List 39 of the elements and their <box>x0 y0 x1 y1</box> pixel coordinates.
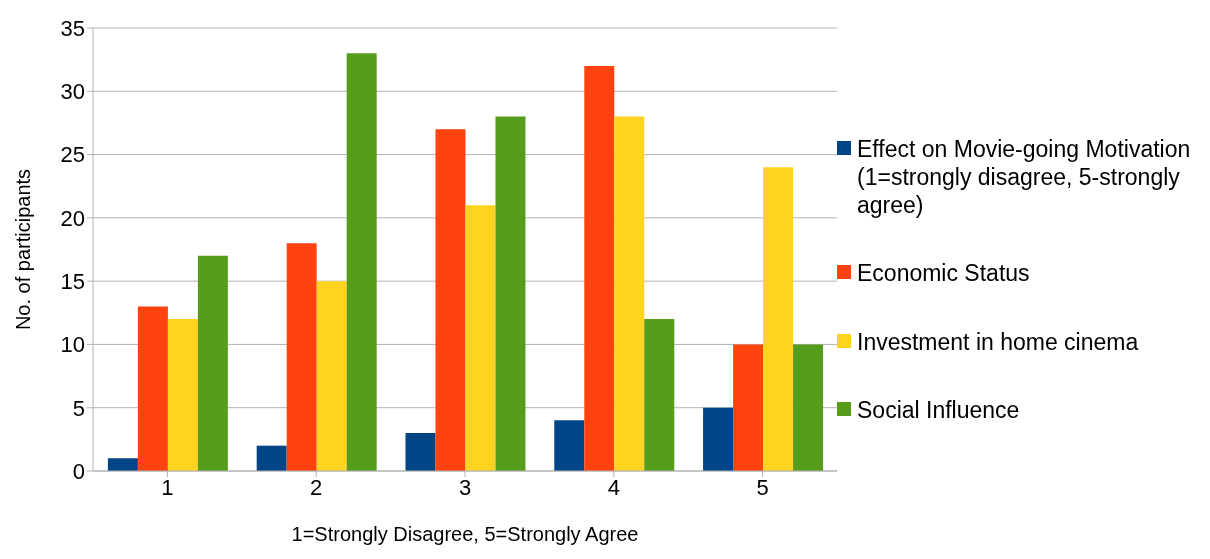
y-tick-label: 10 <box>60 332 85 358</box>
bar <box>167 319 198 471</box>
bar <box>405 433 436 471</box>
x-tick-label: 1 <box>161 474 174 500</box>
legend-label: Investment in home cinema <box>857 327 1139 356</box>
bar <box>435 129 466 471</box>
y-axis-title: No. of participants <box>12 168 35 331</box>
bar <box>465 205 496 471</box>
y-tick-label: 15 <box>60 268 85 294</box>
x-tick-label: 3 <box>458 474 472 500</box>
bar <box>614 116 645 471</box>
x-tick-label: 4 <box>607 474 620 500</box>
x-tick-label: 5 <box>756 474 769 500</box>
bar <box>703 407 734 471</box>
bar <box>584 65 615 471</box>
bar <box>197 255 228 471</box>
y-tick-label: 0 <box>72 458 85 484</box>
bar <box>733 344 764 471</box>
x-axis-title: 1=Strongly Disagree, 5=Strongly Agree <box>291 523 639 545</box>
bar <box>286 243 317 471</box>
bar <box>644 319 675 471</box>
bar <box>346 53 377 471</box>
bar <box>554 420 585 471</box>
bar <box>137 306 168 471</box>
bar <box>495 116 526 471</box>
legend-label: Effect on Movie-going Motivation (1=strongly disagree, 5-strongly agree) <box>857 134 1192 219</box>
bar <box>256 445 287 471</box>
y-tick-label: 35 <box>60 15 85 41</box>
bar <box>316 281 347 471</box>
bar <box>793 344 824 471</box>
legend-label: Economic Status <box>857 259 1030 288</box>
y-tick-label: 20 <box>60 205 85 231</box>
y-tick-label: 30 <box>60 79 85 105</box>
legend-label: Social Influence <box>857 396 1020 425</box>
bar <box>763 167 794 471</box>
bar <box>107 458 138 471</box>
y-tick-label: 5 <box>72 395 85 421</box>
x-tick-label: 2 <box>310 474 323 500</box>
y-tick-label: 25 <box>60 142 85 168</box>
